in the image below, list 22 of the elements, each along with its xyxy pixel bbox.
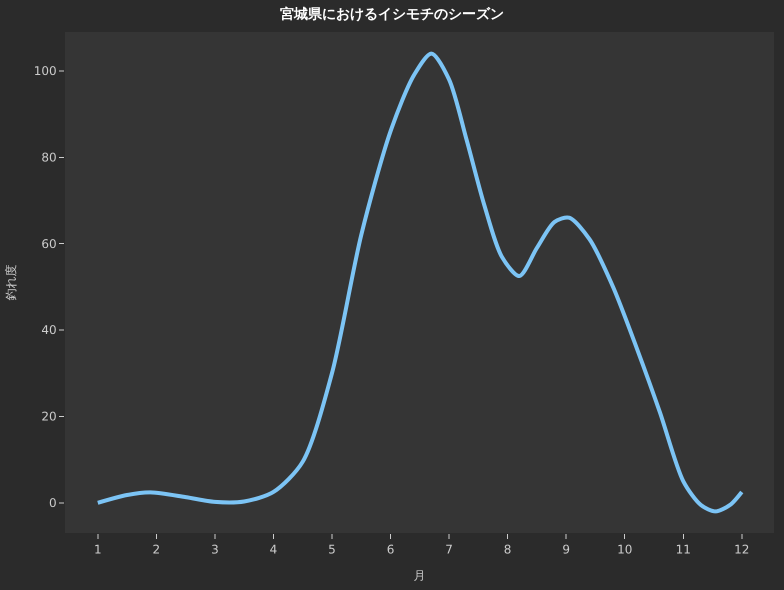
y-tick-label: 80 [41,150,57,164]
y-tick-label: 40 [41,323,57,338]
x-tick-label: 2 [152,542,160,556]
x-tick-label: 7 [445,542,453,556]
x-tick-label: 9 [562,542,570,556]
x-tick-label: 12 [734,542,750,556]
x-axis-title: 月 [414,568,426,582]
chart-title: 宮城県におけるイシモチのシーズン [280,6,504,23]
x-tick-label: 11 [676,542,691,556]
x-tick-label: 4 [270,542,278,556]
y-axis-title: 釣れ度 [4,264,18,300]
x-tick-label: 5 [328,542,336,556]
y-tick-label: 60 [41,236,57,251]
x-tick-label: 6 [386,542,394,556]
y-tick-label: 100 [34,64,57,78]
y-tick-label: 20 [41,410,57,424]
x-tick-label: 10 [617,542,632,556]
x-tick-label: 8 [504,542,512,556]
line-series [96,52,744,514]
y-tick-label: 0 [48,496,57,510]
x-tick-label: 3 [211,542,219,556]
x-tick-label: 1 [94,542,102,556]
